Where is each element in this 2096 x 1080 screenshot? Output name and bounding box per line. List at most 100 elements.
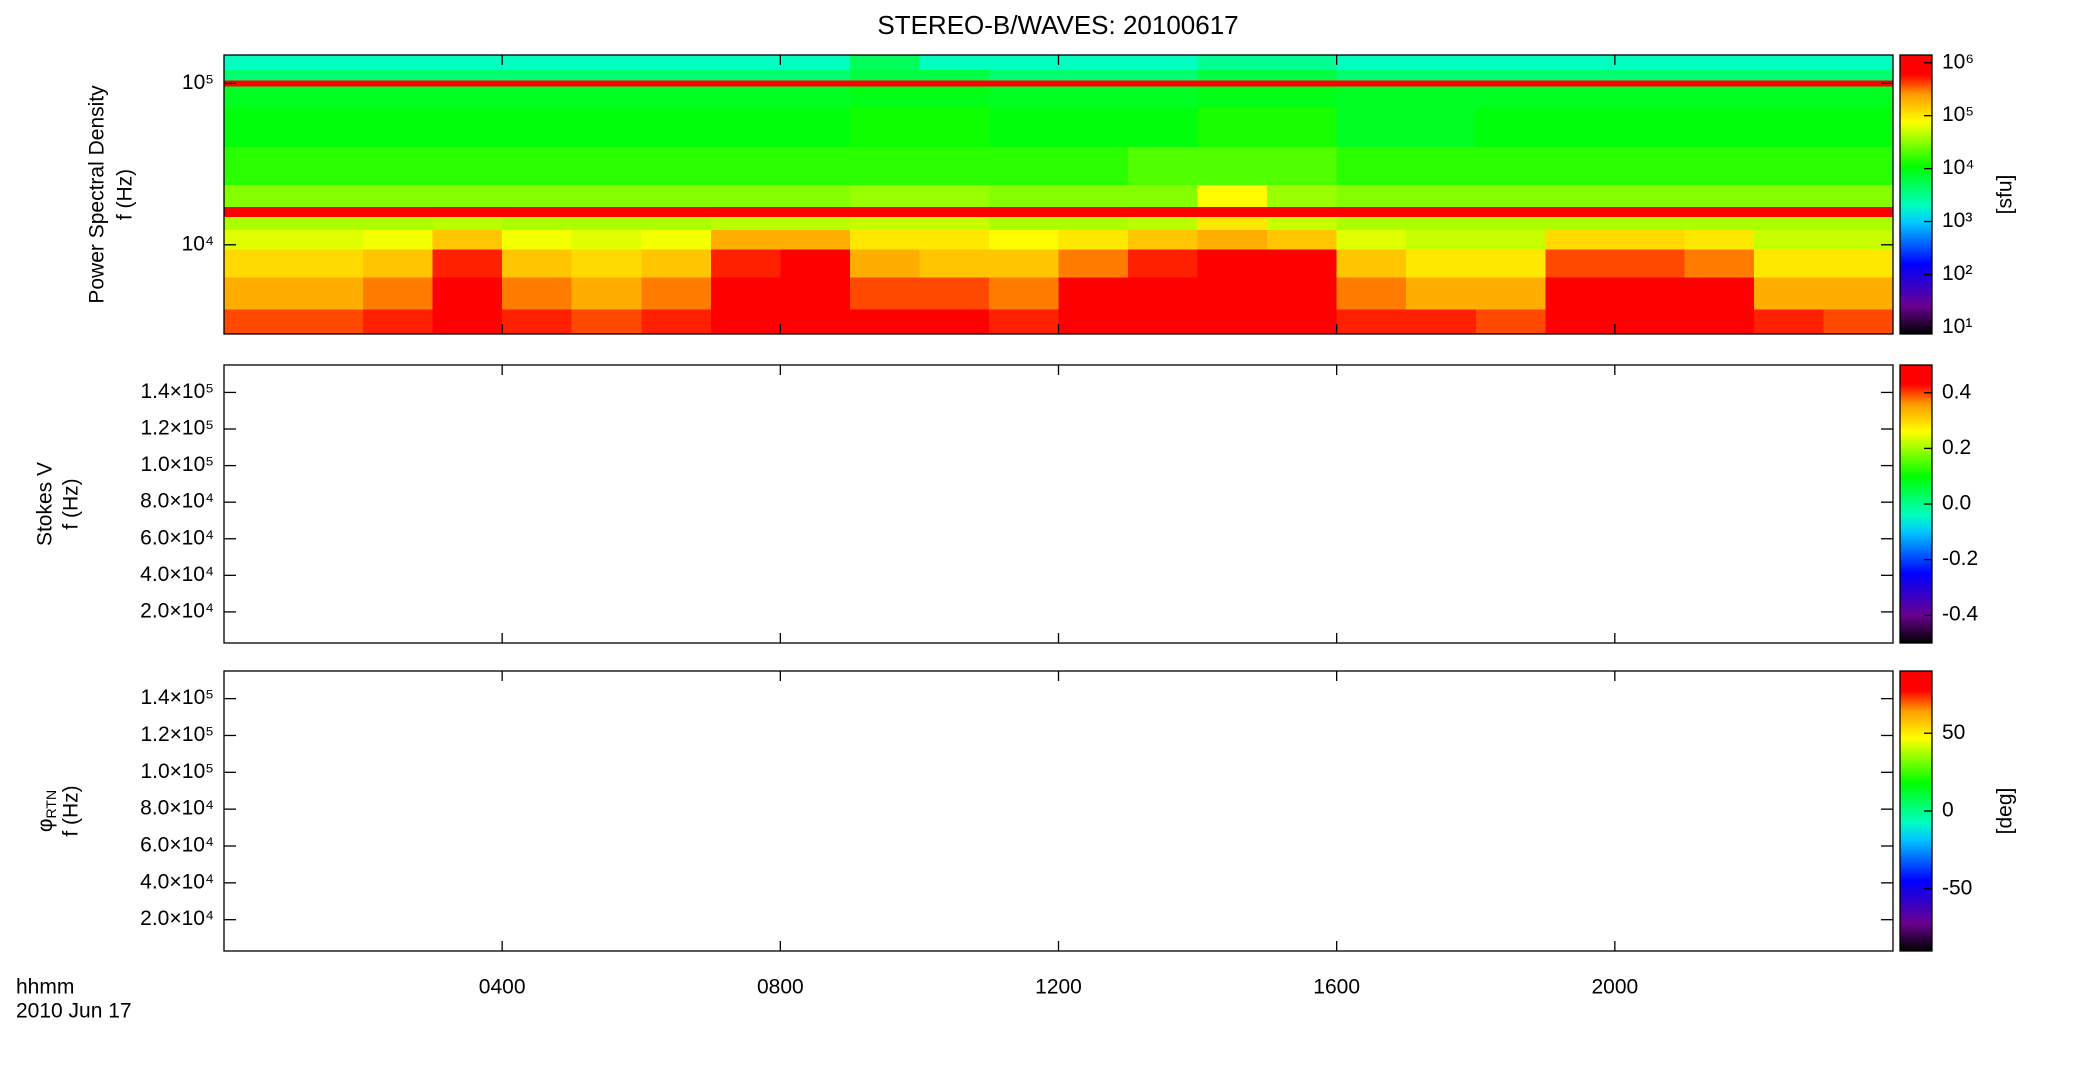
x-tick-label: 2000	[1591, 976, 1638, 999]
spectrogram-cell	[849, 146, 921, 186]
spectrogram-cell	[849, 69, 921, 81]
spectrogram-cell	[1684, 69, 1755, 81]
spectrogram-cell	[1684, 249, 1755, 278]
spectrogram-cell	[224, 249, 295, 278]
spectrogram-cell	[1753, 86, 1825, 108]
spectrogram-cell	[571, 229, 642, 250]
spectrogram-cell	[1475, 55, 1546, 70]
spectrogram-cell	[1684, 80, 1755, 87]
spectrogram-cell	[988, 80, 1060, 87]
y-tick-label: 1.2×10⁵	[140, 723, 214, 746]
spectrogram-cell	[1823, 229, 1894, 250]
spectrogram-cell	[1545, 69, 1616, 81]
spectrogram-cell	[363, 86, 434, 108]
spectrogram-cell	[780, 55, 851, 70]
spectrogram-cell	[1406, 206, 1477, 217]
y-axis-label: f (Hz)	[60, 785, 83, 836]
spectrogram-cell	[1823, 55, 1894, 70]
spectrogram-cell	[293, 206, 364, 217]
spectrogram-cell	[1475, 249, 1546, 278]
y-axis-label: Power Spectral Density	[86, 85, 109, 304]
spectrogram-cell	[432, 184, 503, 208]
spectrogram-cell	[1058, 184, 1129, 208]
spectrogram-cell	[1753, 229, 1825, 250]
spectrogram-cell	[1336, 69, 1407, 81]
spectrogram-cell	[1197, 80, 1268, 87]
spectrogram-cell	[502, 206, 573, 217]
spectrogram-cell	[502, 216, 573, 231]
spectrogram-cell	[571, 146, 642, 186]
spectrogram-cell	[432, 146, 503, 186]
colorbar-tick-label: 10⁵	[1942, 103, 1974, 126]
spectrogram-cell	[641, 229, 712, 250]
spectrogram-cell	[988, 146, 1060, 186]
spectrogram-cell	[1406, 249, 1477, 278]
spectrogram-cell	[1406, 216, 1477, 231]
spectrogram-cell	[1614, 216, 1685, 231]
spectrogram-cell	[710, 249, 781, 278]
spectrogram-cell	[1406, 276, 1477, 310]
spectrogram-cell	[710, 55, 781, 70]
spectrogram-cell	[293, 55, 364, 70]
colorbar-tick-label: -50	[1942, 876, 1972, 899]
spectrogram-cell	[1475, 206, 1546, 217]
colorbar-label: [deg]	[1994, 788, 2017, 835]
spectrogram-cell	[1614, 184, 1685, 208]
spectrogram-cell	[1823, 80, 1894, 87]
spectrogram-cell	[849, 276, 921, 310]
spectrogram-cell	[224, 107, 295, 147]
spectrogram-cell	[1058, 249, 1129, 278]
spectrogram-cell	[1753, 276, 1825, 310]
spectrogram-cell	[1753, 249, 1825, 278]
spectrogram-cell	[710, 276, 781, 310]
y-axis-subscript: RTN	[43, 790, 59, 819]
x-tick-label: 0800	[757, 976, 804, 999]
colorbar	[1899, 54, 1933, 335]
spectrogram-cell	[1058, 80, 1129, 87]
spectrogram-cell	[502, 249, 573, 278]
figure-title: STEREO-B/WAVES: 20100617	[877, 10, 1238, 40]
spectrogram-cell	[432, 107, 503, 147]
colorbar-tick-label: 50	[1942, 721, 1965, 744]
spectrogram-cell	[1128, 206, 1199, 217]
spectrogram-cell	[1753, 69, 1825, 81]
spectrogram-cell	[1058, 276, 1129, 310]
spectrogram-cell	[293, 249, 364, 278]
spectrogram-cell	[571, 80, 642, 87]
spectrogram-cell	[919, 69, 990, 81]
spectrogram-cell	[641, 69, 712, 81]
spectrogram-cell	[571, 216, 642, 231]
spectrogram-cell	[780, 206, 851, 217]
spectrogram-cell	[224, 206, 295, 217]
spectrogram-cell	[1823, 107, 1894, 147]
spectrogram-cell	[849, 206, 921, 217]
spectrogram-cell	[710, 146, 781, 186]
spectrogram-cell	[988, 249, 1060, 278]
spectrogram-cell	[1475, 309, 1546, 335]
spectrogram-cell	[1128, 276, 1199, 310]
spectrogram-cell	[1684, 184, 1755, 208]
spectrogram-cell	[780, 276, 851, 310]
spectrogram-cell	[1475, 80, 1546, 87]
spectrogram-cell	[1197, 276, 1268, 310]
spectrogram-cell	[1684, 216, 1755, 231]
spectrogram-cell	[502, 80, 573, 87]
spectrogram-cell	[641, 107, 712, 147]
spectrogram-cell	[1267, 146, 1338, 186]
spectrogram-cell	[988, 276, 1060, 310]
spectrogram-cell	[224, 309, 295, 335]
spectrogram-cell	[293, 86, 364, 108]
spectrogram-cell	[710, 80, 781, 87]
colorbar-tick-label: 0.4	[1942, 380, 1972, 403]
spectrogram-cell	[1753, 146, 1825, 186]
spectrogram-cell	[1753, 309, 1825, 335]
spectrogram-cell	[1614, 80, 1685, 87]
spectrogram-cell	[1128, 229, 1199, 250]
spectrogram-cell	[849, 309, 921, 335]
spectrogram-cell	[1336, 55, 1407, 70]
colorbar-label: [sfu]	[1994, 175, 2017, 215]
spectrogram-cell	[293, 229, 364, 250]
spectrogram-cell	[1267, 206, 1338, 217]
